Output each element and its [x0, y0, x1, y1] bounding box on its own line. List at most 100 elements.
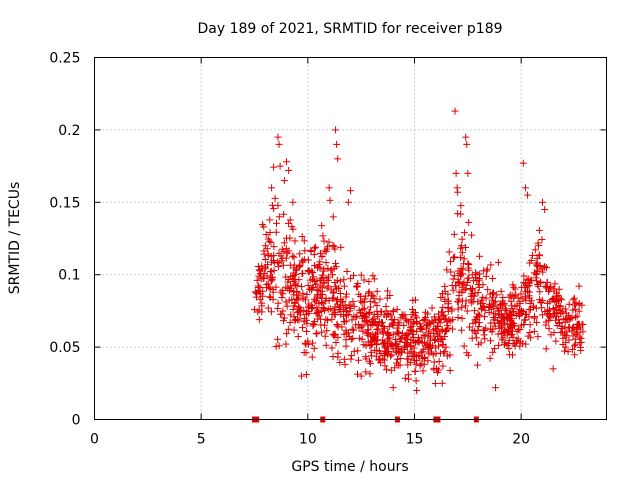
data-point	[468, 334, 476, 342]
data-point	[454, 210, 462, 218]
data-point	[560, 347, 568, 355]
data-point	[359, 305, 367, 313]
data-point	[347, 355, 355, 363]
data-point	[410, 344, 418, 352]
data-point	[354, 347, 362, 355]
data-point	[273, 219, 281, 227]
data-point	[302, 328, 310, 336]
data-point	[502, 305, 510, 313]
data-point	[333, 140, 341, 148]
data-point	[313, 286, 321, 294]
data-point	[416, 362, 424, 370]
data-point	[477, 339, 485, 347]
data-point	[511, 285, 519, 293]
data-point	[330, 332, 338, 340]
data-point	[490, 345, 498, 353]
data-point	[562, 331, 570, 339]
data-point	[274, 133, 282, 141]
data-point	[478, 304, 486, 312]
data-point	[265, 283, 273, 291]
data-points	[251, 107, 587, 395]
data-point	[315, 300, 323, 308]
data-point	[382, 348, 390, 356]
data-point	[542, 284, 550, 292]
chart-title: Day 189 of 2021, SRMTID for receiver p18…	[197, 21, 502, 37]
data-point	[536, 288, 544, 296]
data-point	[480, 313, 488, 321]
data-point	[411, 309, 419, 317]
y-tick-label: 0.2	[58, 123, 80, 139]
data-point	[256, 287, 264, 295]
data-point	[419, 367, 427, 375]
data-point	[543, 264, 551, 272]
data-point	[449, 254, 457, 262]
data-point	[366, 303, 374, 311]
data-point	[257, 275, 265, 283]
data-point	[490, 289, 498, 297]
data-point	[435, 342, 443, 350]
data-point	[534, 281, 542, 289]
data-point	[290, 287, 298, 295]
data-point	[373, 302, 381, 310]
data-point	[441, 295, 449, 303]
data-point	[448, 305, 456, 313]
data-point	[455, 292, 463, 300]
data-point	[552, 298, 560, 306]
data-point	[538, 296, 546, 304]
data-point	[290, 326, 298, 334]
data-point	[275, 213, 283, 221]
data-point	[423, 320, 431, 328]
data-point	[360, 311, 368, 319]
data-point	[371, 346, 379, 354]
data-point	[308, 353, 316, 361]
data-point	[458, 249, 466, 257]
data-point	[496, 319, 504, 327]
x-axis-ticks: 0 5 10 15 20	[90, 57, 530, 448]
data-point	[365, 288, 373, 296]
data-point	[291, 237, 299, 245]
data-point	[283, 330, 291, 338]
data-point	[430, 358, 438, 366]
data-point	[261, 263, 269, 271]
data-point	[382, 302, 390, 310]
data-point	[451, 272, 459, 280]
data-point	[320, 305, 328, 313]
data-point	[557, 328, 565, 336]
data-point	[425, 327, 433, 335]
data-point	[438, 379, 446, 387]
data-point	[476, 252, 484, 260]
data-point	[391, 364, 399, 372]
data-point	[543, 299, 551, 307]
data-point	[550, 287, 558, 295]
data-point	[435, 366, 443, 374]
data-point	[324, 264, 332, 272]
data-point	[270, 205, 278, 213]
data-point	[381, 324, 389, 332]
data-point	[500, 340, 508, 348]
data-point	[533, 318, 541, 326]
data-point	[379, 330, 387, 338]
data-point	[312, 280, 320, 288]
data-point	[457, 254, 465, 262]
data-point	[524, 332, 532, 340]
data-point	[512, 291, 520, 299]
data-point	[545, 325, 553, 333]
data-point	[349, 334, 357, 342]
data-point	[495, 310, 503, 318]
data-point	[509, 340, 517, 348]
data-point	[428, 304, 436, 312]
data-point	[388, 351, 396, 359]
data-point	[354, 370, 362, 378]
data-point	[566, 323, 574, 331]
data-point	[264, 280, 272, 288]
data-point	[376, 295, 384, 303]
data-point	[508, 302, 516, 310]
data-point	[319, 232, 327, 240]
y-axis-label: SRMTID / TECUs	[7, 182, 23, 295]
data-point	[369, 333, 377, 341]
data-point	[443, 326, 451, 334]
data-point	[288, 223, 296, 231]
data-point	[363, 329, 371, 337]
data-point	[458, 326, 466, 334]
